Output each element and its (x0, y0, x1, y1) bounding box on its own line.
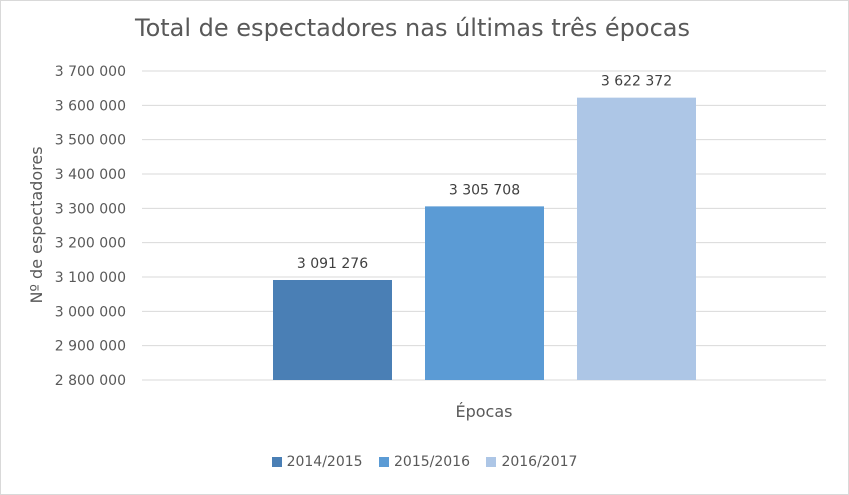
y-tick-label: 3 000 000 (55, 304, 126, 320)
y-tick-label: 3 300 000 (55, 201, 126, 217)
y-axis-title: Nº de espectadores (27, 146, 46, 303)
bar-2014-2015 (273, 279, 392, 380)
y-tick-label: 2 900 000 (55, 339, 126, 355)
legend-label: 2014/2015 (286, 454, 363, 470)
x-axis-title: Épocas (456, 402, 513, 421)
bar-2015-2016 (425, 206, 544, 380)
chart-title: Total de espectadores nas últimas três é… (134, 14, 690, 42)
data-label: 3 622 372 (601, 74, 672, 90)
legend-label: 2016/2017 (501, 454, 578, 470)
y-tick-label: 3 500 000 (55, 133, 126, 149)
legend-item-2015-2016: 2015/2016 (379, 454, 470, 470)
legend-swatch (379, 457, 389, 467)
y-tick-label: 3 400 000 (55, 167, 126, 183)
data-label: 3 305 708 (449, 182, 520, 198)
y-tick-label: 3 100 000 (55, 270, 126, 286)
data-label: 3 091 276 (297, 256, 368, 272)
legend-swatch (486, 457, 497, 467)
legend-item-2014-2015: 2014/2015 (271, 454, 363, 470)
bar-2016-2017 (577, 97, 696, 380)
chart-legend: 2014/2015 2015/2016 2016/2017 (0, 454, 849, 471)
legend-swatch (271, 457, 282, 467)
y-tick-label: 2 800 000 (55, 373, 126, 389)
y-tick-label: 3 200 000 (55, 236, 126, 252)
legend-label: 2015/2016 (394, 454, 470, 470)
y-tick-label: 3 700 000 (55, 64, 126, 80)
y-tick-label: 3 600 000 (55, 98, 126, 114)
legend-item-2016-2017: 2016/2017 (486, 454, 577, 470)
